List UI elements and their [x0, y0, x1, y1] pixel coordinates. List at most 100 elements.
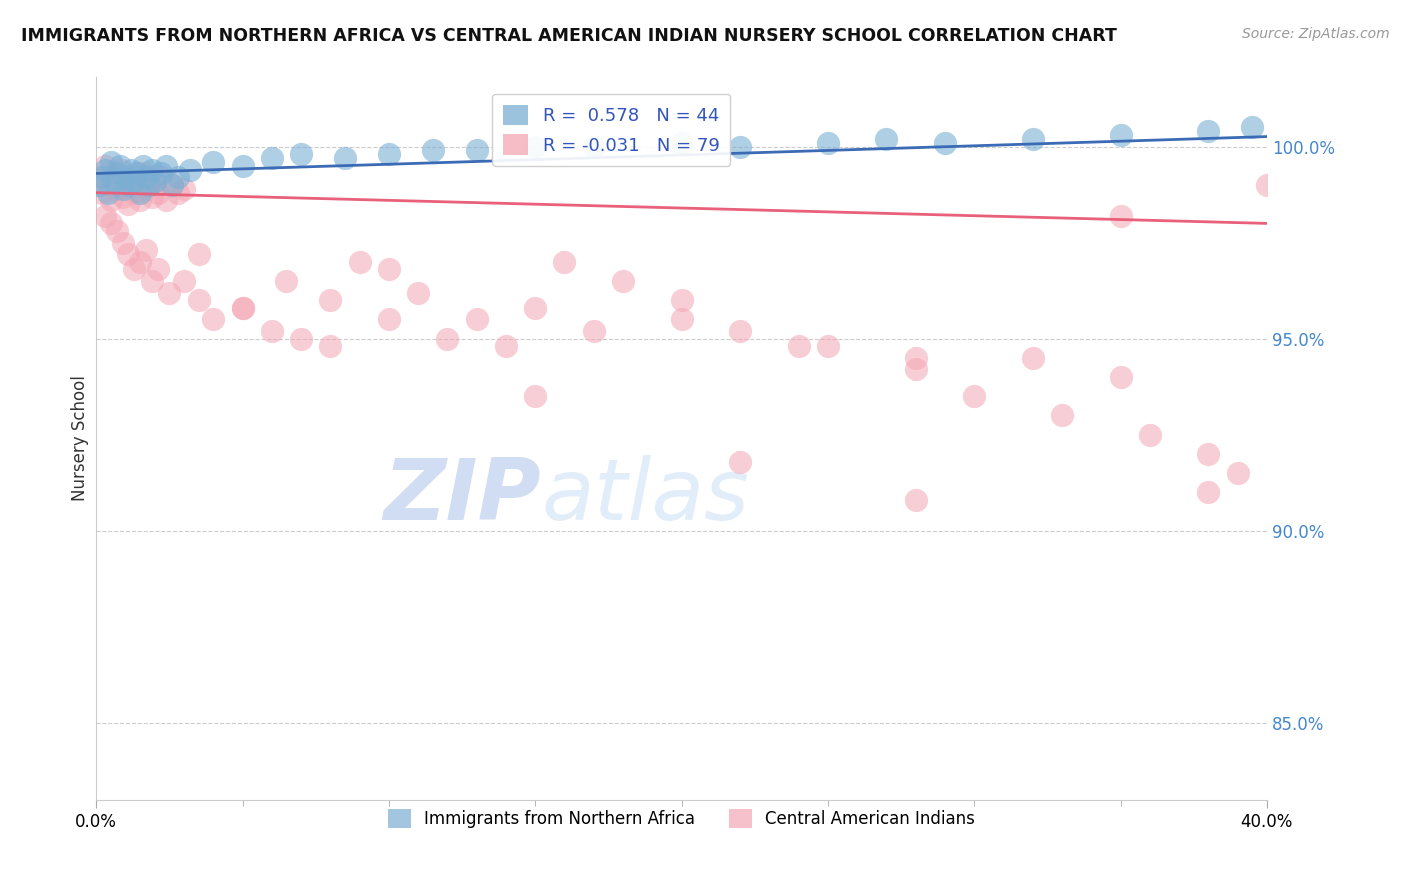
Point — [117, 197, 139, 211]
Text: IMMIGRANTS FROM NORTHERN AFRICA VS CENTRAL AMERICAN INDIAN NURSERY SCHOOL CORREL: IMMIGRANTS FROM NORTHERN AFRICA VS CENTR… — [21, 27, 1116, 45]
Point — [143, 174, 166, 188]
Point — [149, 170, 172, 185]
Point — [162, 178, 184, 192]
Point — [349, 254, 371, 268]
Point — [127, 170, 149, 185]
Point — [138, 178, 160, 192]
Point — [108, 159, 131, 173]
Point — [94, 162, 117, 177]
Point — [728, 139, 751, 153]
Point — [97, 186, 120, 200]
Point — [671, 293, 693, 308]
Point — [155, 159, 177, 173]
Point — [157, 285, 180, 300]
Point — [143, 178, 166, 192]
Point — [378, 262, 401, 277]
Point — [1226, 466, 1249, 480]
Point — [141, 189, 163, 203]
Point — [120, 178, 142, 192]
Point — [120, 162, 142, 177]
Point — [524, 389, 547, 403]
Point — [524, 301, 547, 315]
Point — [111, 189, 134, 203]
Point — [1139, 427, 1161, 442]
Point — [1241, 120, 1264, 135]
Point — [422, 144, 444, 158]
Point — [1197, 485, 1219, 500]
Point — [553, 254, 575, 268]
Point — [141, 274, 163, 288]
Point — [231, 301, 253, 315]
Point — [100, 216, 122, 230]
Point — [495, 339, 517, 353]
Point — [108, 162, 131, 177]
Point — [1109, 128, 1132, 142]
Point — [179, 162, 201, 177]
Point — [146, 186, 169, 200]
Point — [162, 178, 184, 192]
Point — [122, 186, 145, 200]
Point — [103, 166, 125, 180]
Point — [728, 454, 751, 468]
Point — [934, 136, 956, 150]
Text: ZIP: ZIP — [384, 455, 541, 538]
Point — [111, 235, 134, 250]
Point — [378, 312, 401, 326]
Point — [129, 254, 152, 268]
Point — [904, 492, 927, 507]
Point — [167, 186, 190, 200]
Point — [1256, 178, 1278, 192]
Point — [146, 262, 169, 277]
Point — [167, 170, 190, 185]
Point — [132, 166, 155, 180]
Point — [612, 274, 634, 288]
Point — [875, 132, 897, 146]
Point — [231, 301, 253, 315]
Point — [155, 194, 177, 208]
Point — [202, 312, 225, 326]
Point — [260, 324, 283, 338]
Point — [787, 339, 810, 353]
Point — [141, 162, 163, 177]
Point — [87, 170, 110, 185]
Point — [135, 182, 157, 196]
Text: Source: ZipAtlas.com: Source: ZipAtlas.com — [1241, 27, 1389, 41]
Point — [276, 274, 298, 288]
Point — [91, 186, 114, 200]
Point — [149, 166, 172, 180]
Point — [1197, 124, 1219, 138]
Point — [105, 166, 128, 180]
Point — [173, 274, 195, 288]
Point — [105, 224, 128, 238]
Point — [129, 186, 152, 200]
Point — [129, 194, 152, 208]
Point — [202, 155, 225, 169]
Point — [465, 144, 488, 158]
Point — [436, 332, 458, 346]
Point — [1022, 351, 1045, 365]
Point — [135, 170, 157, 185]
Point — [187, 247, 209, 261]
Point — [260, 151, 283, 165]
Point — [127, 166, 149, 180]
Point — [103, 174, 125, 188]
Point — [132, 159, 155, 173]
Point — [465, 312, 488, 326]
Point — [100, 194, 122, 208]
Text: atlas: atlas — [541, 455, 749, 538]
Point — [114, 174, 136, 188]
Point — [100, 155, 122, 169]
Point — [290, 332, 312, 346]
Point — [378, 147, 401, 161]
Point — [319, 339, 342, 353]
Point — [122, 174, 145, 188]
Point — [138, 174, 160, 188]
Point — [319, 293, 342, 308]
Point — [114, 170, 136, 185]
Point — [87, 178, 110, 192]
Point — [406, 285, 429, 300]
Point — [582, 139, 605, 153]
Y-axis label: Nursery School: Nursery School — [72, 376, 89, 501]
Point — [135, 244, 157, 258]
Point — [671, 312, 693, 326]
